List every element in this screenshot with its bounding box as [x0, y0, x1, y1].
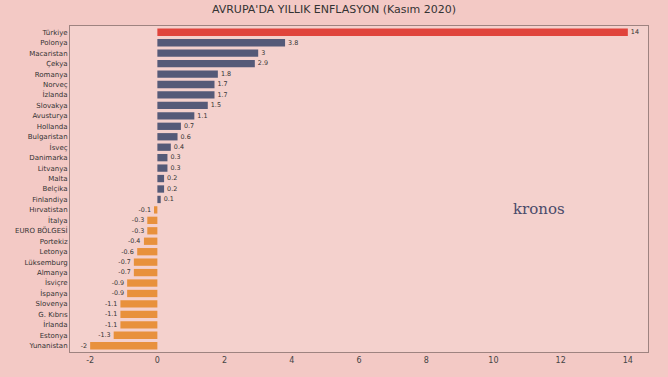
svg-text:İspanya: İspanya	[40, 289, 67, 298]
svg-text:Çekya: Çekya	[46, 60, 67, 68]
svg-text:Danimarka: Danimarka	[29, 154, 67, 162]
svg-text:Romanya: Romanya	[35, 71, 68, 79]
svg-text:-1.3: -1.3	[98, 331, 110, 339]
svg-text:12: 12	[556, 356, 566, 365]
svg-text:-0.7: -0.7	[118, 258, 130, 266]
svg-text:1.1: 1.1	[197, 112, 207, 120]
svg-text:-2: -2	[81, 342, 87, 350]
svg-text:Polonya: Polonya	[40, 39, 67, 47]
svg-text:Bulgaristan: Bulgaristan	[28, 133, 68, 141]
svg-text:Yunanistan: Yunanistan	[28, 342, 67, 350]
svg-text:2.9: 2.9	[258, 59, 268, 67]
svg-text:G. Kıbrıs: G. Kıbrıs	[38, 311, 68, 319]
svg-text:kronos: kronos	[513, 200, 565, 218]
svg-text:-0.9: -0.9	[112, 279, 124, 287]
svg-text:İzlanda: İzlanda	[42, 90, 67, 99]
svg-text:4: 4	[289, 356, 294, 365]
svg-text:Finlandiya: Finlandiya	[32, 196, 67, 204]
svg-text:İtalya: İtalya	[48, 216, 67, 225]
svg-text:Litvanya: Litvanya	[38, 165, 68, 173]
svg-text:3.8: 3.8	[288, 39, 298, 47]
svg-text:-0.7: -0.7	[118, 268, 130, 276]
svg-text:Belçika: Belçika	[43, 185, 68, 193]
svg-text:Lüksemburg: Lüksemburg	[24, 259, 67, 267]
svg-text:0: 0	[155, 356, 160, 365]
svg-text:8: 8	[424, 356, 429, 365]
svg-text:Norveç: Norveç	[43, 81, 68, 89]
svg-text:0.2: 0.2	[167, 185, 177, 193]
svg-text:Slovakya: Slovakya	[36, 102, 67, 110]
svg-text:10: 10	[488, 356, 498, 365]
svg-text:Avusturya: Avusturya	[32, 112, 67, 120]
svg-text:Macaristan: Macaristan	[29, 50, 67, 58]
svg-text:2: 2	[222, 356, 227, 365]
svg-text:İsviçre: İsviçre	[45, 278, 68, 287]
svg-text:0.2: 0.2	[167, 174, 177, 182]
svg-text:1.8: 1.8	[221, 70, 231, 78]
svg-text:14: 14	[623, 356, 633, 365]
svg-text:Malta: Malta	[48, 175, 67, 183]
svg-text:0.4: 0.4	[174, 143, 184, 151]
svg-text:3: 3	[261, 49, 265, 57]
svg-text:Türkiye: Türkiye	[42, 29, 68, 37]
svg-text:-0.3: -0.3	[132, 216, 144, 224]
svg-text:-0.1: -0.1	[139, 206, 151, 214]
svg-text:AVRUPA'DA YILLIK ENFLASYON (Ka: AVRUPA'DA YILLIK ENFLASYON (Kasım 2020)	[212, 3, 456, 16]
svg-text:-2: -2	[86, 356, 94, 365]
svg-text:14: 14	[631, 28, 639, 36]
svg-text:0.7: 0.7	[184, 122, 194, 130]
svg-text:1.5: 1.5	[211, 101, 221, 109]
svg-text:EURO BÖLGESİ: EURO BÖLGESİ	[15, 226, 68, 235]
svg-text:0.6: 0.6	[181, 133, 191, 141]
svg-text:-0.6: -0.6	[121, 248, 133, 256]
svg-text:Portekiz: Portekiz	[40, 238, 68, 246]
svg-text:Letonya: Letonya	[40, 248, 68, 256]
svg-text:Hollanda: Hollanda	[37, 123, 68, 131]
svg-text:-1.1: -1.1	[105, 321, 117, 329]
svg-text:0.3: 0.3	[170, 153, 180, 161]
svg-text:-0.4: -0.4	[128, 237, 140, 245]
svg-text:-0.3: -0.3	[132, 227, 144, 235]
svg-text:0.3: 0.3	[170, 164, 180, 172]
svg-text:Estonya: Estonya	[40, 332, 68, 340]
svg-text:Slovenya: Slovenya	[36, 300, 68, 308]
svg-text:6: 6	[356, 356, 361, 365]
svg-text:1.7: 1.7	[218, 91, 228, 99]
svg-text:Hırvatistan: Hırvatistan	[29, 206, 67, 214]
svg-text:-0.9: -0.9	[112, 289, 124, 297]
svg-text:1.7: 1.7	[218, 80, 228, 88]
svg-text:Almanya: Almanya	[37, 269, 68, 277]
svg-text:İrlanda: İrlanda	[43, 320, 67, 329]
svg-text:-1.1: -1.1	[105, 300, 117, 308]
svg-text:-1.1: -1.1	[105, 310, 117, 318]
svg-text:0.1: 0.1	[164, 195, 174, 203]
svg-text:İsveç: İsveç	[50, 143, 68, 152]
